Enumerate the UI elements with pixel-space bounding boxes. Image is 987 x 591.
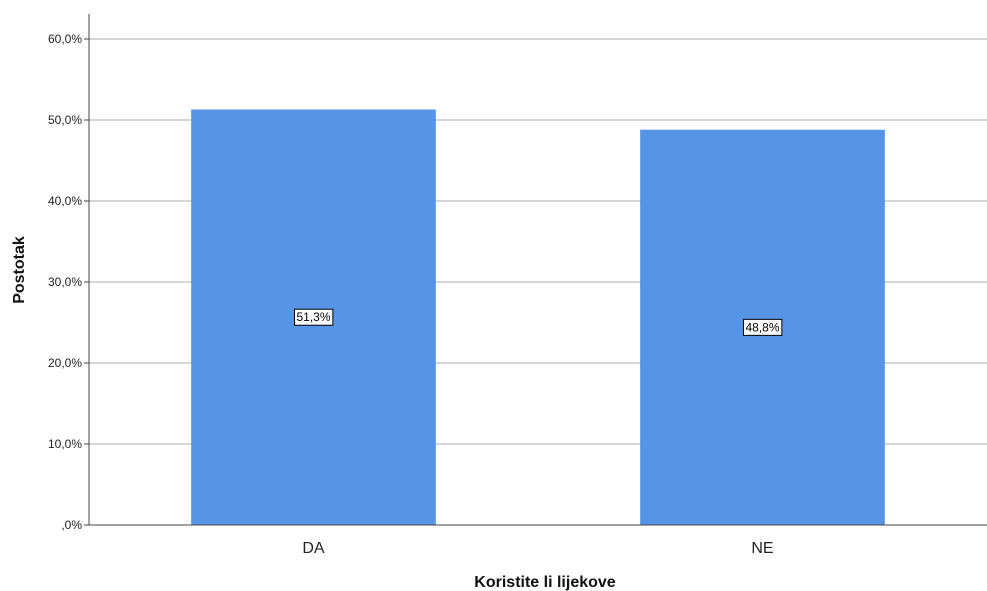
y-tick-label: 30,0% xyxy=(48,275,82,289)
data-label-box xyxy=(293,308,334,326)
data-labels: 51,3% 48,8% xyxy=(293,308,783,336)
x-tick-labels: DA NE xyxy=(302,540,773,557)
data-label-text: 48,8% xyxy=(745,320,779,334)
y-tick-label: 40,0% xyxy=(48,194,82,208)
y-tick-label: 10,0% xyxy=(48,437,82,451)
y-tick-label: 60,0% xyxy=(48,32,82,46)
axes xyxy=(88,14,987,526)
data-label: 48,8% xyxy=(742,318,783,336)
y-tick-label: 20,0% xyxy=(48,356,82,370)
x-axis-title: Koristite li lijekove xyxy=(474,574,615,591)
y-tick-label: 50,0% xyxy=(48,113,82,127)
x-tick-label: NE xyxy=(751,540,773,557)
data-label-box xyxy=(742,318,783,336)
data-label-text: 51,3% xyxy=(296,310,330,324)
data-label: 51,3% xyxy=(293,308,334,326)
y-tick-label: ,0% xyxy=(61,518,82,532)
bars xyxy=(191,109,885,525)
y-axis-title: Postotak xyxy=(11,236,28,304)
y-tick-labels: ,0% 10,0% 20,0% 30,0% 40,0% 50,0% 60,0% xyxy=(48,32,89,532)
x-tick-label: DA xyxy=(302,540,325,557)
